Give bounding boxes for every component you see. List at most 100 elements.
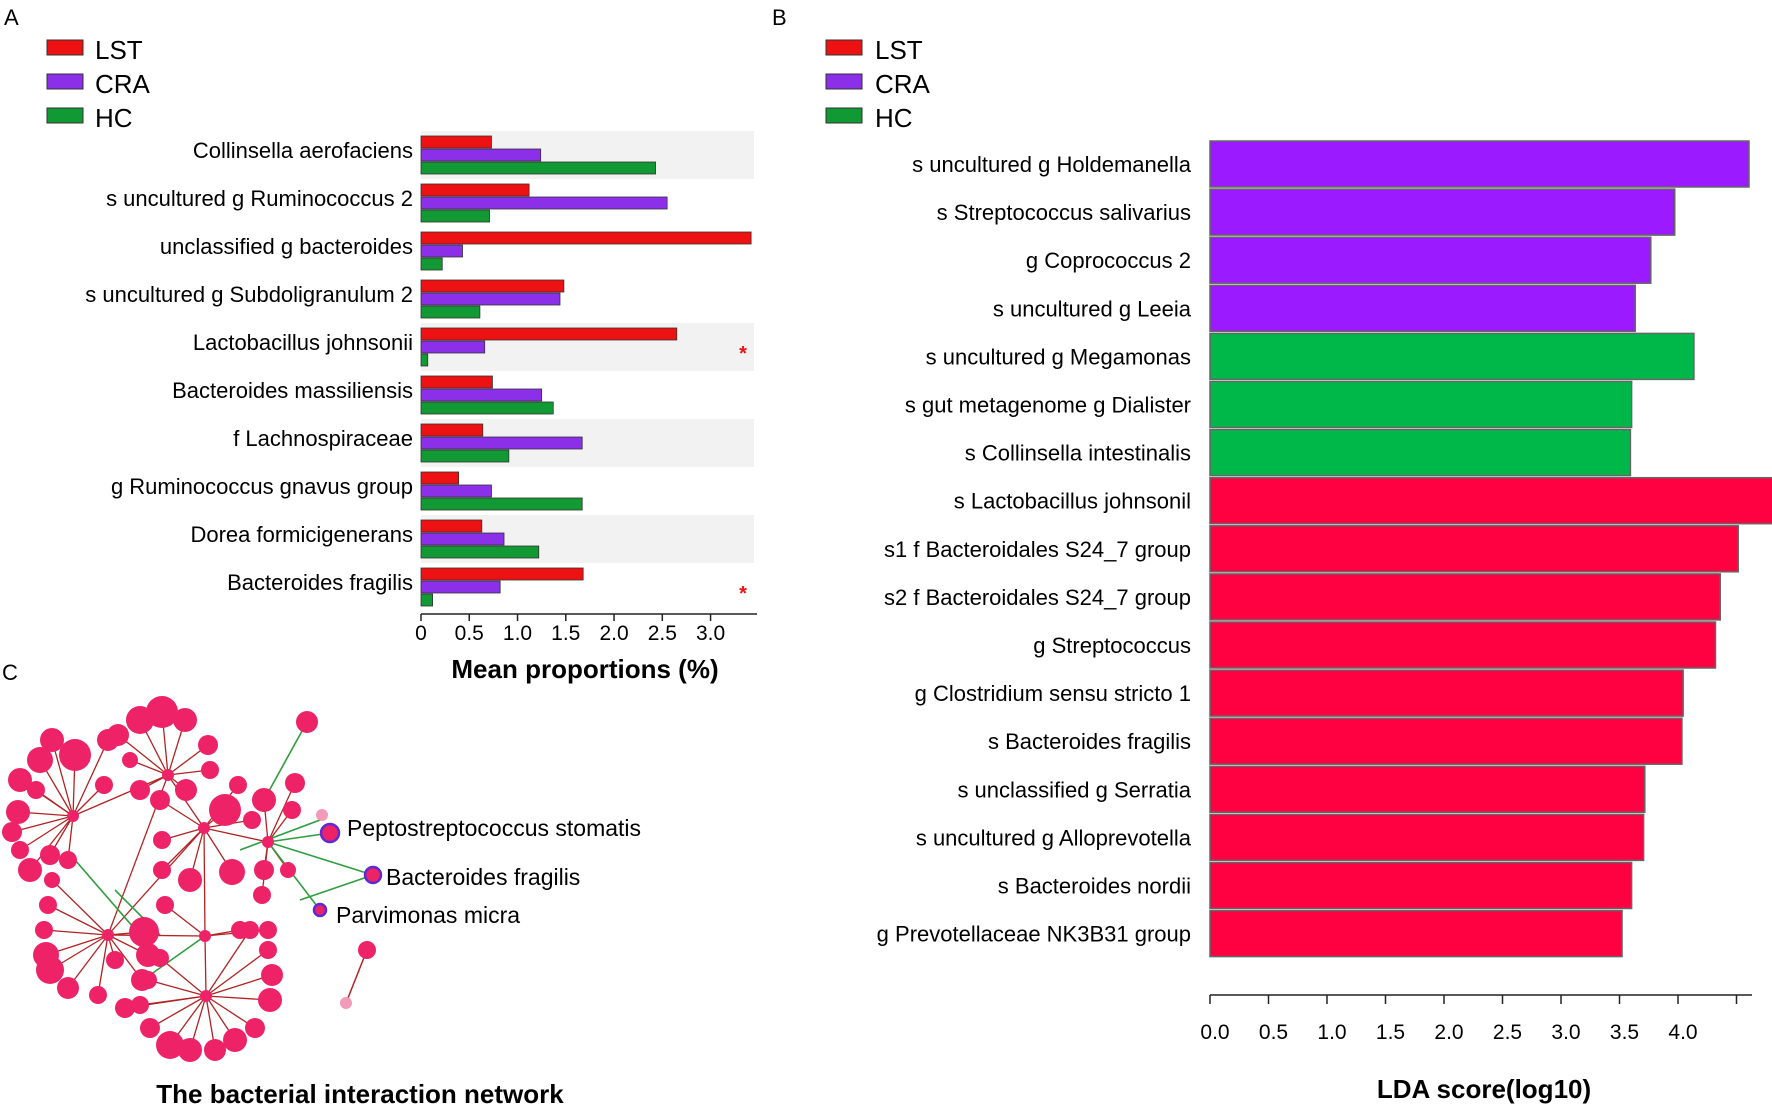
lda-category-label-12: s Bacteroides fragilis [988, 729, 1191, 754]
bar-hc-6 [420, 449, 510, 463]
network-node-h4-1 [285, 773, 305, 793]
network-node-h4-0 [252, 788, 276, 812]
legend-label-cra: CRA [875, 69, 931, 99]
network-node-h6-12 [151, 949, 169, 967]
lda-category-label-0: s uncultured g Holdemanella [912, 152, 1192, 177]
network-node-h6-4 [204, 1039, 226, 1061]
lda-category-label-2: g Coprococcus 2 [1026, 248, 1191, 273]
network-node-h1-6 [2, 822, 22, 842]
bar-hc-5 [420, 401, 554, 415]
bar-cra-4 [420, 340, 486, 354]
network-edge-h5-0 [47, 904, 109, 936]
lda-category-label-7: s Lactobacillus johnsonil [954, 489, 1191, 514]
bar-lst-0 [420, 135, 492, 149]
lda-category-label-9: s2 f Bacteroidales S24_7 group [884, 585, 1191, 610]
network-hub-h6 [200, 990, 212, 1002]
panel-b-bars [1209, 140, 1772, 958]
network-node-h5-0 [39, 896, 57, 914]
bar-cra-9 [420, 580, 501, 594]
bar-hc-4 [420, 353, 429, 367]
network-node-h1-9 [40, 845, 60, 865]
bar-lst-3 [420, 279, 565, 293]
network-node-h6-8 [261, 964, 283, 986]
network-node-h6-9 [259, 941, 277, 959]
panel-a-legend: LST CRA HC [46, 35, 151, 133]
legend-swatch-cra [46, 73, 84, 90]
bar-lst-5 [420, 375, 493, 389]
network-node-parvimonas [312, 902, 328, 918]
network-node-h5-10 [44, 872, 60, 888]
lda-bar-11 [1209, 669, 1684, 717]
category-label-7: g Ruminococcus gnavus group [111, 474, 413, 499]
bar-lst-2 [420, 231, 752, 245]
network-node-h5-9 [106, 951, 124, 969]
x-tick-label-4: 2.0 [599, 622, 628, 645]
legend-label-lst: LST [95, 35, 143, 65]
lda-category-label-14: s uncultured g Alloprevotella [916, 825, 1192, 850]
bar-lst-9 [420, 567, 584, 581]
panel-a-x-axis: 0 0.5 1.0 1.5 2.0 2.5 3.0 [415, 613, 757, 645]
legend-swatch-hc [46, 107, 84, 124]
network-node-h3-3 [229, 776, 247, 794]
network-node-h6-2 [156, 1031, 184, 1059]
lda-bar-14 [1209, 813, 1645, 862]
network-edge-h1-6 [11, 815, 74, 833]
lda-bar-15 [1209, 861, 1633, 910]
bar-cra-6 [420, 436, 583, 450]
lda-category-label-11: g Clostridium sensu stricto 1 [915, 681, 1191, 706]
significance-star-9: * [739, 583, 747, 605]
category-label-8: Dorea formicigenerans [190, 522, 413, 547]
bar-cra-3 [420, 292, 561, 306]
network-node-isolated [358, 941, 376, 959]
lda-bar-5 [1209, 380, 1633, 429]
panel-b-legend: LST CRA HC [825, 35, 931, 133]
network-green-edge-6 [149, 935, 206, 976]
lda-bar-13 [1209, 765, 1646, 814]
panel-a-significance-marks: ** [739, 343, 747, 605]
category-label-9: Bacteroides fragilis [227, 570, 413, 595]
network-green-edge-2 [267, 832, 331, 843]
network-node-h1-8 [18, 858, 42, 882]
category-label-5: Bacteroides massiliensis [172, 378, 413, 403]
lda-category-label-15: s Bacteroides nordii [998, 874, 1191, 899]
lda-x-tick-label-7: 3.5 [1610, 1021, 1639, 1044]
lda-x-tick-label-5: 2.5 [1493, 1021, 1522, 1044]
network-node-h5-1 [35, 921, 53, 939]
network-node-light [316, 809, 328, 821]
lda-bar-9 [1209, 573, 1722, 621]
network-node-h1-12 [95, 776, 113, 794]
network-node-h6-6 [245, 1018, 265, 1038]
legend-swatch-cra [825, 73, 863, 90]
legend-label-hc: HC [875, 103, 913, 133]
lda-bar-10 [1209, 621, 1717, 669]
lda-category-label-3: s uncultured g Leeia [993, 296, 1192, 321]
network-node-h2-0 [107, 724, 129, 746]
panel-a: A LST CRA HC Collinsella aerofaciens s uncu… [4, 5, 757, 684]
network-edge-h5-10 [51, 879, 109, 936]
panel-b-x-axis-title: LDA score(log10) [1377, 1074, 1591, 1104]
bar-lst-7 [420, 471, 460, 485]
network-label-bacteroides-fragilis: Bacteroides fragilis [386, 864, 580, 890]
lda-x-tick-label-3: 1.5 [1376, 1021, 1405, 1044]
lda-category-label-1: s Streptococcus salivarius [937, 200, 1191, 225]
network-green-edge-4 [267, 841, 321, 911]
network-node-h3-5 [178, 868, 202, 892]
network-node-h6-0 [131, 996, 149, 1014]
network-green-edge-3 [267, 841, 374, 876]
lda-bar-2 [1209, 236, 1652, 284]
bar-cra-8 [420, 532, 505, 546]
bar-hc-2 [420, 257, 443, 271]
network-node-h3-6 [153, 861, 171, 879]
bar-hc-0 [420, 161, 656, 175]
network-node-bacteroides-fragilis [363, 865, 383, 885]
bar-cra-5 [420, 388, 543, 402]
x-tick-label-0: 0 [415, 622, 427, 645]
lda-bar-1 [1209, 188, 1676, 236]
network-edge-h4-1 [267, 782, 296, 843]
network-node-h1-3 [59, 739, 91, 771]
network-hub-edge-1 [167, 774, 205, 829]
network-node-h5-8 [129, 917, 159, 947]
bar-hc-8 [420, 545, 540, 559]
